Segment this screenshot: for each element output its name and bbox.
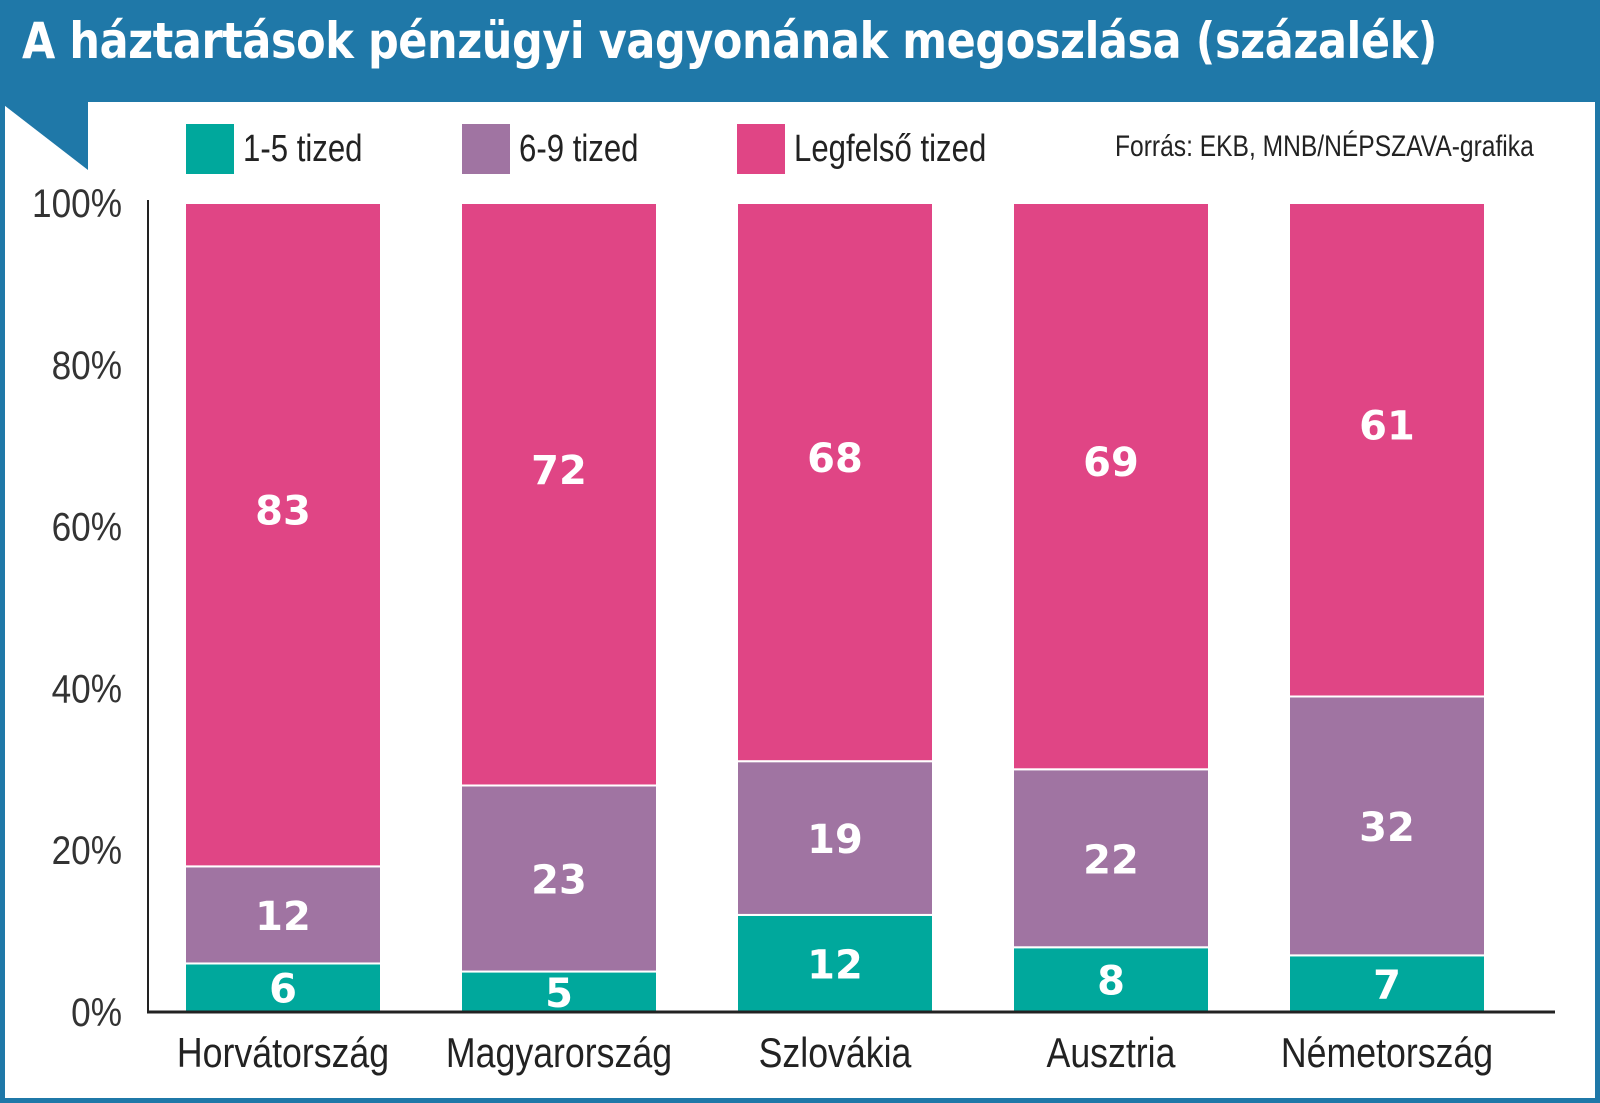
bar-segment: [1012, 768, 1210, 949]
bar-value-label: 72: [531, 448, 587, 494]
source-note: Forrás: EKB, MNB/NÉPSZAVA-grafika: [1115, 130, 1534, 163]
bar-segment: [184, 202, 382, 868]
bar-segment: [1012, 202, 1210, 771]
bar-value-label: 61: [1359, 404, 1415, 450]
legend-label-1-5: 1-5 tized: [243, 127, 363, 170]
bar-segment: [1288, 202, 1486, 698]
x-category-label: Szlovákia: [759, 1030, 912, 1076]
banner-tab-shape: [0, 102, 88, 170]
y-tick-label: 60%: [52, 505, 122, 550]
bar-value-label: 83: [255, 489, 311, 535]
bar-segment: [736, 202, 934, 763]
bar-value-label: 23: [531, 858, 587, 904]
bar-value-label: 22: [1083, 837, 1139, 883]
x-category-label: Németország: [1281, 1030, 1493, 1076]
bar-segment: [184, 865, 382, 965]
chart-title: A háztartások pénzügyi vagyonának megosz…: [22, 12, 1437, 70]
bar-value-label: 5: [545, 971, 573, 1017]
legend-swatch-6-9: [462, 124, 510, 174]
x-category-label: Magyarország: [446, 1030, 672, 1076]
legend-item-1-5: 1-5 tized: [186, 124, 389, 174]
bar-segment: [1288, 695, 1486, 957]
bar-value-label: 7: [1373, 963, 1401, 1009]
y-tick-label: 0%: [71, 990, 122, 1035]
legend-swatch-top: [737, 124, 785, 174]
bar-segment: [1012, 946, 1210, 1014]
bar-value-label: 12: [807, 942, 863, 988]
bar-value-label: 69: [1083, 440, 1139, 486]
stacked-bar-chart: 0% 20% 40% 60% 80% 100% 6 12 83 5 23 72 12 19 68 8 22 69…: [32, 181, 1555, 1077]
legend-label-top: Legfelső tized: [794, 127, 987, 170]
x-category-label: Horvátország: [177, 1030, 389, 1076]
bar-segment: [460, 784, 658, 973]
x-axis-labels: Horvátország Magyarország Szlovákia Ausztri…: [177, 1030, 1493, 1076]
y-tick-label: 100%: [32, 181, 122, 226]
title-banner: A háztartások pénzügyi vagyonának megosz…: [0, 0, 1600, 102]
banner-tab-decoration: [0, 102, 88, 170]
legend-item-top: Legfelső tized: [737, 124, 1029, 174]
bar-value-label: 32: [1359, 805, 1415, 851]
y-axis-ticks: 0% 20% 40% 60% 80% 100%: [32, 181, 122, 1035]
bar-value-label: 68: [807, 436, 863, 482]
y-tick-label: 40%: [52, 666, 122, 711]
bar-segment: [1288, 954, 1486, 1013]
bar-value-label: 19: [807, 817, 863, 863]
bar-segment: [460, 202, 658, 787]
legend-item-6-9: 6-9 tized: [462, 124, 665, 174]
bar-value-label: 8: [1097, 959, 1125, 1005]
legend-label-6-9: 6-9 tized: [519, 127, 639, 170]
bar-value-label: 6: [269, 967, 297, 1013]
bar-segment: [736, 760, 934, 916]
bar-segment: [736, 913, 934, 1013]
bar-value-label: 12: [255, 894, 311, 940]
bars: 6 12 83 5 23 72 12 19 68 8 22 69 7 32 61: [184, 202, 1486, 1017]
y-tick-label: 80%: [52, 343, 122, 388]
y-tick-label: 20%: [52, 828, 122, 873]
x-category-label: Ausztria: [1047, 1030, 1176, 1076]
legend-swatch-1-5: [186, 124, 234, 174]
